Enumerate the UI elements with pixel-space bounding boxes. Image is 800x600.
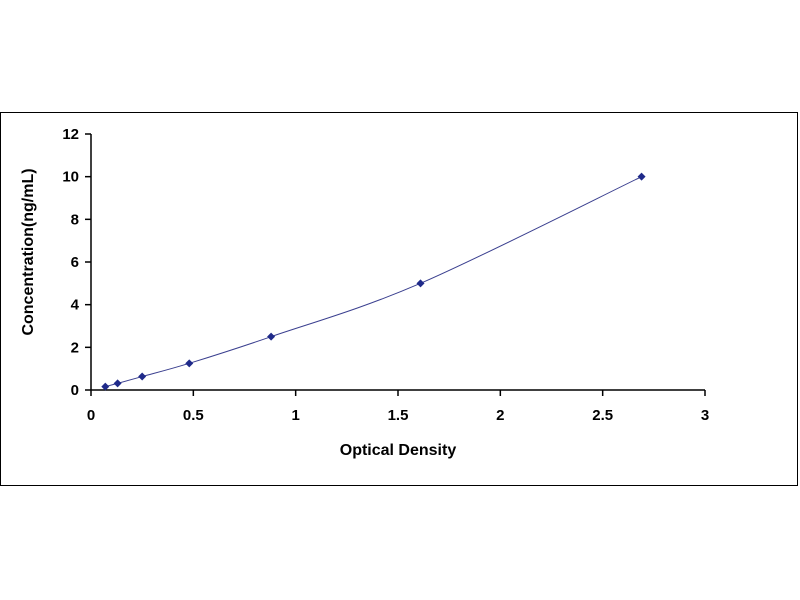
x-tick-label: 1.5 bbox=[388, 407, 409, 424]
y-tick-label: 8 bbox=[71, 211, 79, 228]
chart-frame bbox=[0, 112, 798, 486]
data-point bbox=[185, 359, 194, 368]
data-point bbox=[416, 279, 425, 288]
data-point bbox=[113, 379, 122, 388]
y-tick-label: 0 bbox=[71, 382, 79, 399]
axes bbox=[90, 134, 705, 391]
data-points bbox=[101, 172, 646, 391]
x-tick-label: 2 bbox=[496, 407, 504, 424]
x-tick-label: 0.5 bbox=[183, 407, 204, 424]
x-tick-label: 1 bbox=[291, 407, 299, 424]
x-tick-label: 2.5 bbox=[592, 407, 613, 424]
fit-curve bbox=[105, 176, 642, 388]
data-point bbox=[267, 332, 276, 341]
y-ticks: 0 2 4 6 8 10 12 bbox=[62, 126, 91, 399]
y-tick-label: 10 bbox=[62, 169, 79, 186]
x-tick-label: 3 bbox=[701, 407, 709, 424]
data-point bbox=[101, 382, 110, 391]
y-tick-label: 4 bbox=[71, 297, 80, 314]
x-ticks: 0 0.5 1 1.5 2 2.5 3 bbox=[87, 390, 709, 424]
y-axis-title: Concentration(ng/mL) bbox=[20, 168, 37, 335]
y-tick-label: 6 bbox=[71, 254, 79, 271]
y-tick-label: 2 bbox=[71, 339, 79, 356]
x-axis-title: Optical Density bbox=[340, 442, 457, 459]
y-tick-label: 12 bbox=[62, 126, 79, 143]
x-tick-label: 0 bbox=[87, 407, 95, 424]
data-point bbox=[637, 172, 646, 181]
data-point bbox=[138, 372, 147, 381]
